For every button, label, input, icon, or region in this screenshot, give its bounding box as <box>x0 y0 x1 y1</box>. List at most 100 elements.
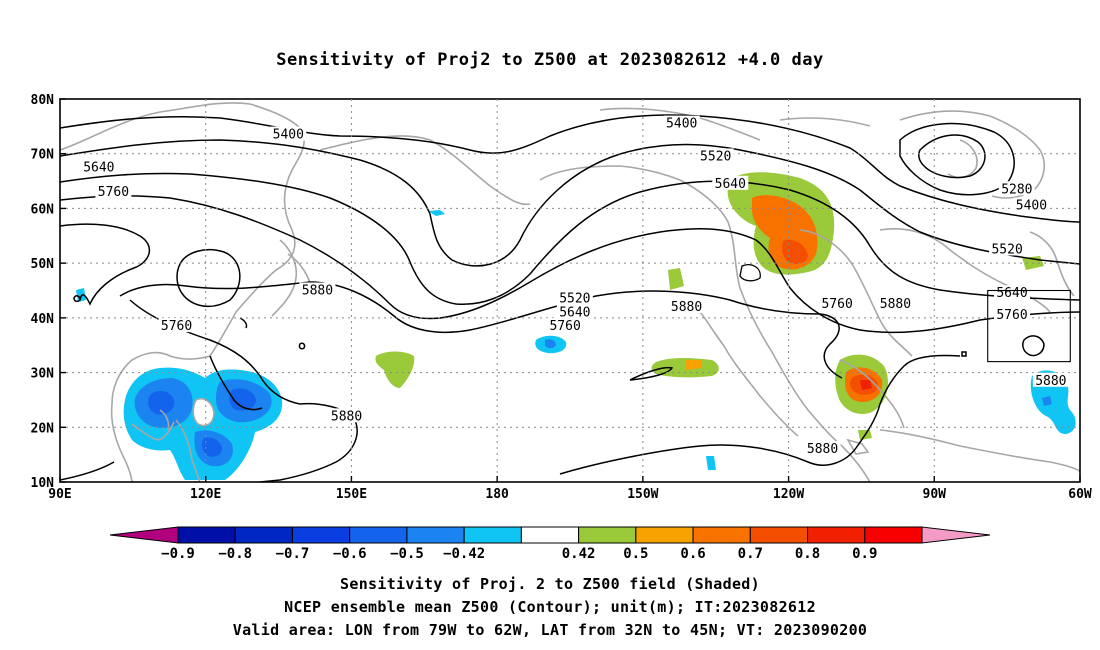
lat-tick-label: 60N <box>31 202 55 217</box>
contour-label: 5400 <box>273 128 304 143</box>
contour-label-bg <box>556 290 593 305</box>
colorbar-label: −0.42 <box>443 546 485 562</box>
colorbar: −0.9 −0.8 −0.7 −0.6 −0.5 −0.42 0.42 0.5 0.6 0.7 0.… <box>109 526 991 562</box>
colorbar-swatch <box>406 526 465 544</box>
colorbar-swatch <box>578 526 637 544</box>
colorbar-label: 0.7 <box>738 546 763 562</box>
lon-tick-label: 150W <box>627 487 658 502</box>
contour-label-bg <box>547 318 584 333</box>
contour-label-bg <box>819 296 856 311</box>
z500-contours <box>60 114 1080 482</box>
contour-label: 5520 <box>991 242 1022 257</box>
colorbar-right-arrow <box>921 526 991 544</box>
colorbar-left-arrow <box>109 526 179 544</box>
colorbar-label: 0.42 <box>562 546 596 562</box>
colorbar-swatch <box>349 526 408 544</box>
colorbar-label: 0.6 <box>680 546 705 562</box>
contour-label: 5880 <box>671 300 702 315</box>
lon-tick-label: 120E <box>190 487 221 502</box>
colorbar-swatch <box>749 526 809 544</box>
colorbar-swatch <box>177 526 236 544</box>
lon-tick-label: 150E <box>336 487 367 502</box>
map-frame <box>59 98 1081 483</box>
contour-label-bg <box>989 241 1026 256</box>
contour-label-bg <box>95 184 132 199</box>
lat-tick-label: 70N <box>31 148 55 163</box>
colorbar-label: 0.9 <box>852 546 877 562</box>
contour-label: 5400 <box>1016 199 1047 214</box>
colorbar-swatch <box>463 526 522 544</box>
valid-area-box <box>987 289 1071 363</box>
colorbar-swatch <box>520 526 580 544</box>
caption-valid-area: Valid area: LON from 79W to 62W, LAT fro… <box>232 621 868 639</box>
contour-label: 5520 <box>700 149 731 164</box>
lat-tick-label: 30N <box>31 367 55 382</box>
contour-label-bg <box>668 298 705 313</box>
contour-label: 5280 <box>1001 182 1032 197</box>
contour-label-bg <box>270 126 307 141</box>
contour-label-bg <box>877 296 914 311</box>
lat-tick-label: 20N <box>31 421 55 436</box>
colorbar-label: 0.5 <box>623 546 648 562</box>
contour-label: 5640 <box>715 177 746 192</box>
colorbar-label: −0.8 <box>218 546 252 562</box>
colorbar-swatch <box>864 526 923 544</box>
lat-lon-grid <box>59 98 1081 483</box>
contour-label-bg <box>158 318 195 333</box>
colorbar-label: −0.9 <box>161 546 195 562</box>
colorbar-swatch <box>692 526 751 544</box>
colorbar-label: 0.8 <box>795 546 820 562</box>
positive-sensitivity-region-pacific <box>375 256 1044 440</box>
contour-label: 5760 <box>821 297 852 312</box>
valid-area-rectangle <box>987 289 1071 363</box>
contour-label-bg <box>804 441 841 456</box>
contour-label-bg <box>994 307 1030 322</box>
contour-label-bg <box>556 304 593 319</box>
colorbar-label: −0.5 <box>390 546 424 562</box>
contour-label: 5520 <box>559 292 590 307</box>
colorbar-swatch <box>807 526 866 544</box>
colorbar-label: −0.6 <box>333 546 367 562</box>
contour-label-bg <box>1032 372 1069 387</box>
lon-tick-label: 60W <box>1068 487 1092 502</box>
chart-title: Sensitivity of Proj2 to Z500 at 20230826… <box>276 50 824 70</box>
lon-tick-label: 120W <box>773 487 804 502</box>
contour-label-bg <box>712 175 749 190</box>
contour-label: 5400 <box>666 117 697 132</box>
positive-sensitivity-region-gulf <box>835 354 888 415</box>
contour-label: 5640 <box>559 305 590 320</box>
contour-label-bg <box>1013 197 1050 212</box>
contour-label: 5760 <box>98 185 129 200</box>
contour-label-bg <box>328 408 365 423</box>
contour-label: 5640 <box>83 160 114 175</box>
caption-shading: Sensitivity of Proj. 2 to Z500 field (Sh… <box>340 575 760 593</box>
contour-label: 5880 <box>880 297 911 312</box>
colorbar-label: −0.7 <box>276 546 310 562</box>
positive-sensitivity-region-north-america <box>727 172 835 275</box>
colorbar-swatch <box>291 526 351 544</box>
contour-label: 5760 <box>549 319 580 334</box>
lat-tick-label: 40N <box>31 312 55 327</box>
lon-tick-label: 90E <box>48 487 71 502</box>
contour-label: 5880 <box>302 284 333 299</box>
contour-label: 5880 <box>807 442 838 457</box>
contour-label-bg <box>663 115 700 130</box>
colorbar-swatch <box>635 526 694 544</box>
contour-label-bg <box>697 148 734 163</box>
contour-label: 5760 <box>996 308 1027 323</box>
contour-label-bg <box>994 285 1030 300</box>
contour-label: 5760 <box>161 319 192 334</box>
contour-label-bg <box>998 181 1035 196</box>
lon-tick-label: 90W <box>923 487 947 502</box>
lat-tick-label: 80N <box>31 93 55 108</box>
contour-label-bg <box>299 282 336 297</box>
contour-label: 5640 <box>996 286 1027 301</box>
contour-value-labels: 5400540052805400552055205520564056405640… <box>80 115 1069 457</box>
lon-tick-label: 180 <box>485 487 509 502</box>
contour-label: 5880 <box>331 409 362 424</box>
contour-label-bg <box>80 159 117 174</box>
contour-label: 5880 <box>1035 374 1066 389</box>
lat-tick-label: 50N <box>31 257 55 272</box>
